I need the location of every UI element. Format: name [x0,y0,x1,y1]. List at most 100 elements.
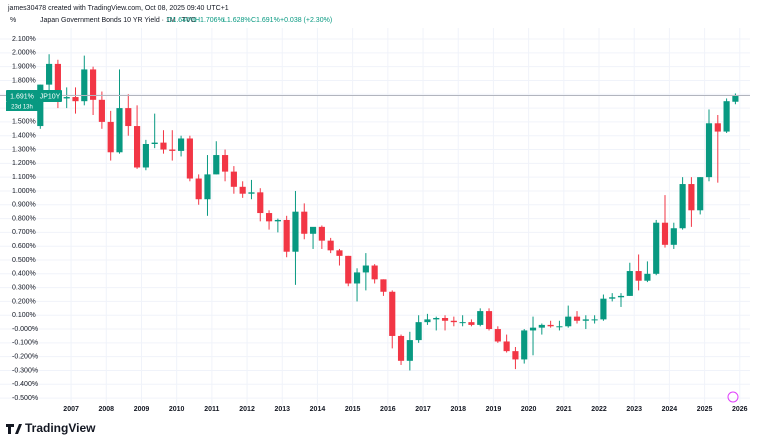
candle-body [336,250,343,256]
x-tick-label: 2012 [239,406,255,413]
y-tick-label: 0.200% [12,298,36,305]
candle-body [661,222,669,245]
x-tick-label: 2015 [345,406,361,413]
candle-body [186,138,193,179]
candle-body [345,255,352,284]
countdown: 23d 13h [11,105,33,111]
candle-body [37,84,44,127]
x-tick-label: 2021 [556,406,572,413]
candle-body [283,219,290,252]
x-tick-label: 2026 [732,406,748,413]
candle-body [72,97,79,102]
price-tag-price: 1.691% [10,93,34,100]
candle-body [697,177,704,211]
x-tick-label: 2013 [274,406,290,413]
candle-body [450,320,457,323]
candle-body [582,319,589,321]
logo-icon [6,424,22,434]
candle-body [538,324,545,328]
candle-body [125,108,132,127]
candle-body [248,192,255,194]
brand: TradingView [25,421,96,435]
x-tick-label: 2014 [310,406,326,413]
y-tick-label: 0.500% [12,257,36,264]
candle-body [309,226,317,234]
candle-body [160,142,167,150]
ohlc-open: O1.646% [167,17,196,24]
candle-body [204,174,211,200]
candle-body [600,298,607,320]
price-tag [6,90,38,102]
candle-body [441,318,449,321]
y-tick-label: 2.000% [12,50,36,57]
candle-body [46,63,53,85]
candle-body [573,316,581,321]
y-tick-label: 0.100% [12,312,36,319]
candle-body [424,319,431,323]
candle-body [529,327,537,331]
y-tick-label: 0.900% [12,202,36,209]
candle-body [134,126,141,168]
candle-body [274,219,281,222]
ohlc-low: L1.628% [223,17,251,24]
candle-body [90,69,97,100]
candle-body [292,211,299,252]
y-tick-label: 1.500% [12,119,36,126]
ohlc-high: H1.706% [195,17,224,24]
candle-body [397,335,405,361]
credit: james30478 created with TradingView.com,… [7,5,229,12]
candle-body [705,123,713,178]
ticker-tag [38,90,62,102]
x-tick-label: 2007 [63,406,79,413]
ohlc-change: +0.038 (+2.30%) [280,17,332,24]
candle-body [591,319,598,321]
candle-body [98,99,105,122]
candle-body [116,108,123,153]
x-tick-label: 2011 [204,406,219,413]
candle-body [433,318,440,320]
grid [0,28,750,405]
candle-body [327,240,334,251]
candle-body [714,123,721,132]
candle-body [371,265,378,280]
candle-body [477,311,484,325]
candle-body [169,149,176,151]
ticker-tag-text: JP10Y [40,93,61,100]
candle-body [63,97,70,99]
candle-body [617,295,625,298]
y-tick-label: -0.500% [12,395,38,402]
candle-body [670,228,677,245]
candle-body [239,186,246,194]
x-tick-label: 2008 [98,406,114,413]
x-tick-label: 2025 [697,406,713,413]
candle-body [688,184,695,211]
countdown-tag [6,102,38,111]
candle-body [142,144,149,168]
x-tick-label: 2024 [662,406,678,413]
candles [0,54,750,371]
candle-body [265,213,273,222]
candle-body [512,351,519,360]
candle-body [494,329,501,342]
y-tick-label: -0.100% [12,340,38,347]
y-tick-label: 1.000% [12,188,36,195]
x-tick-label: 2020 [521,406,537,413]
y-tick-label: 0.400% [12,271,36,278]
candle-body [177,138,185,151]
y-tick-label: -0.000% [12,326,38,333]
candle-body [107,121,114,153]
candle-body [389,291,396,336]
event-icon[interactable] [727,391,739,403]
x-tick-label: 2019 [486,406,502,413]
y-tick-label: 2.100% [12,36,36,43]
y-tick-label: -0.400% [12,381,38,388]
y-tick-label: 1.400% [12,133,36,140]
candle-body [503,341,510,352]
x-tick-label: 2022 [591,406,607,413]
candle-body [195,178,202,200]
symbol: Japan Government Bonds 10 YR Yield · 1M … [40,17,196,24]
y-tick-label: 1.900% [12,64,36,71]
candle-body [221,155,229,172]
candle-body [318,226,325,241]
